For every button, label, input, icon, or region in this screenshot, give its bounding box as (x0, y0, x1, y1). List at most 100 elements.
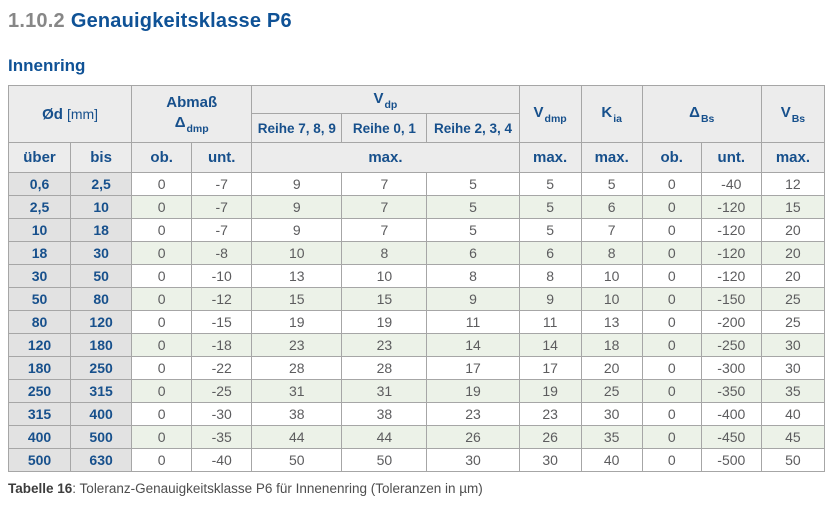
value-cell: 9 (251, 172, 343, 196)
col-group-diameter: Ød [mm] (7, 85, 133, 143)
value-cell: 8 (518, 264, 582, 288)
abmass-label: Abmaß (166, 93, 218, 111)
value-cell: 31 (251, 379, 343, 403)
value-cell: 0 (131, 172, 193, 196)
diameter-cell: 180 (7, 356, 72, 380)
value-cell: -450 (700, 425, 762, 449)
value-cell: 17 (426, 356, 520, 380)
diameter-cell: 50 (70, 264, 133, 288)
value-cell: -12 (191, 287, 253, 311)
table-row: 0,6 2,5 0 -7 9 7 5 5 5 0 -40 12 (7, 172, 826, 196)
value-cell: -25 (191, 379, 253, 403)
value-cell: 5 (580, 172, 643, 196)
value-cell: 38 (341, 402, 428, 426)
table-row: 18 30 0 -8 10 8 6 6 8 0 -120 20 (7, 241, 826, 265)
value-cell: 0 (641, 264, 702, 288)
value-cell: 30 (760, 356, 826, 380)
value-cell: 28 (341, 356, 428, 380)
value-cell: 8 (580, 241, 643, 265)
table-row: 500 630 0 -40 50 50 30 30 40 0 -500 50 (7, 448, 826, 472)
value-cell: 0 (131, 379, 193, 403)
value-cell: 35 (760, 379, 826, 403)
value-cell: 0 (641, 310, 702, 334)
value-cell: 25 (760, 310, 826, 334)
diameter-cell: 400 (70, 402, 133, 426)
value-cell: -500 (700, 448, 762, 472)
diameter-cell: 630 (70, 448, 133, 472)
value-cell: 5 (518, 218, 582, 242)
value-cell: 19 (518, 379, 582, 403)
value-cell: 0 (131, 195, 193, 219)
diameter-cell: 10 (7, 218, 72, 242)
diameter-cell: 315 (7, 402, 72, 426)
value-cell: 20 (760, 241, 826, 265)
value-cell: -250 (700, 333, 762, 357)
diameter-cell: 10 (70, 195, 133, 219)
diameter-cell: 250 (70, 356, 133, 380)
value-cell: -350 (700, 379, 762, 403)
value-cell: 9 (251, 218, 343, 242)
value-cell: 0 (131, 264, 193, 288)
table-body: 0,6 2,5 0 -7 9 7 5 5 5 0 -40 12 2,5 10 0 -7 9 7 5 5 6 0 -120 15… (7, 172, 826, 472)
value-cell: 11 (518, 310, 582, 334)
value-cell: -400 (700, 402, 762, 426)
value-cell: 8 (426, 264, 520, 288)
value-cell: 0 (131, 425, 193, 449)
value-cell: 5 (518, 172, 582, 196)
value-cell: 0 (131, 241, 193, 265)
value-cell: 11 (426, 310, 520, 334)
diameter-cell: 30 (70, 241, 133, 265)
col-group-vbs: VBs (760, 85, 826, 143)
value-cell: 44 (251, 425, 343, 449)
value-cell: 23 (341, 333, 428, 357)
value-cell: 0 (641, 218, 702, 242)
value-cell: 14 (426, 333, 520, 357)
section-number: 1.10.2 (8, 10, 65, 32)
value-cell: 23 (426, 402, 520, 426)
value-cell: 5 (426, 195, 520, 219)
value-cell: 30 (580, 402, 643, 426)
value-cell: -200 (700, 310, 762, 334)
value-cell: -10 (191, 264, 253, 288)
value-cell: 13 (580, 310, 643, 334)
value-cell: 0 (641, 241, 702, 265)
value-cell: -15 (191, 310, 253, 334)
value-cell: 23 (518, 402, 582, 426)
value-cell: 0 (131, 402, 193, 426)
subheader-unt-dmp: unt. (191, 142, 253, 173)
table-row: 2,5 10 0 -7 9 7 5 5 6 0 -120 15 (7, 195, 826, 219)
value-cell: 23 (251, 333, 343, 357)
value-cell: -150 (700, 287, 762, 311)
value-cell: 0 (641, 356, 702, 380)
value-cell: 20 (760, 264, 826, 288)
value-cell: 30 (426, 448, 520, 472)
value-cell: -35 (191, 425, 253, 449)
value-cell: -120 (700, 218, 762, 242)
value-cell: 45 (760, 425, 826, 449)
col-reihe-01: Reihe 0, 1 (341, 113, 428, 143)
diameter-unit: [mm] (66, 105, 99, 122)
diameter-cell: 120 (70, 310, 133, 334)
value-cell: -40 (191, 448, 253, 472)
value-cell: 0 (641, 425, 702, 449)
table-caption-text: : Toleranz-Genauigkeitsklasse P6 für Inn… (72, 481, 483, 496)
value-cell: -40 (700, 172, 762, 196)
table-row: 250 315 0 -25 31 31 19 19 25 0 -350 35 (7, 379, 826, 403)
diameter-cell: 315 (70, 379, 133, 403)
value-cell: 15 (341, 287, 428, 311)
table-row: 180 250 0 -22 28 28 17 17 20 0 -300 30 (7, 356, 826, 380)
diameter-cell: 18 (70, 218, 133, 242)
value-cell: 25 (580, 379, 643, 403)
value-cell: 10 (251, 241, 343, 265)
value-cell: 50 (341, 448, 428, 472)
value-cell: 38 (251, 402, 343, 426)
value-cell: -120 (700, 241, 762, 265)
value-cell: 0 (131, 287, 193, 311)
value-cell: 18 (580, 333, 643, 357)
tolerance-table: Ød [mm] Abmaß Δdmp Vdp Vdmp Kia ΔBs VBs (7, 85, 826, 472)
value-cell: 7 (580, 218, 643, 242)
value-cell: 26 (426, 425, 520, 449)
col-reihe-789: Reihe 7, 8, 9 (251, 113, 343, 143)
value-cell: 6 (426, 241, 520, 265)
value-cell: 19 (426, 379, 520, 403)
